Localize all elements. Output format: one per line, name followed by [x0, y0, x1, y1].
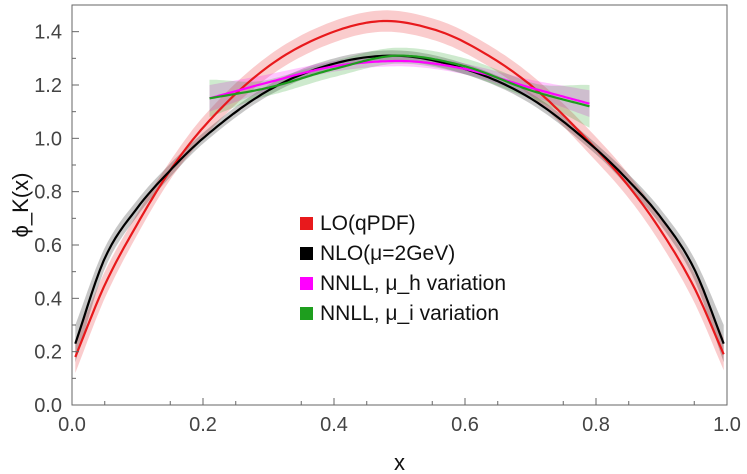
x-axis-title: x: [394, 450, 405, 474]
x-axis: 0.0 0.2 0.4 0.6 0.8 1.0: [58, 398, 741, 436]
y-axis: 0.0 0.2 0.4 0.6 0.8 1.0 1.2 1.4: [34, 4, 79, 417]
y-tick-label: 0.2: [34, 342, 62, 364]
legend-label: NNLL, μ_h variation: [320, 272, 506, 295]
x-tick-label: 0.4: [320, 414, 348, 436]
legend-swatch: [300, 217, 313, 230]
series-lines: [74, 19, 725, 358]
line-nnll-h-variation: [209, 59, 590, 105]
line-lo-qpdf: [74, 19, 725, 358]
y-tick-label: 1.0: [34, 128, 62, 150]
band-nnll-h-variation: [209, 55, 590, 117]
x-tick-label: 0.8: [582, 414, 610, 436]
y-tick-label: 0.0: [34, 395, 62, 417]
y-tick-label: 0.4: [34, 288, 62, 310]
plot-frame: [71, 4, 728, 406]
legend-label: LO(qPDF): [320, 212, 416, 235]
y-tick-label: 1.2: [34, 75, 62, 97]
legend-swatch: [300, 277, 313, 290]
x-tick-label: 0.0: [58, 414, 86, 436]
y-tick-label: 1.4: [34, 22, 62, 44]
y-axis-title: ϕ_K(x): [8, 173, 33, 238]
legend-swatch: [300, 247, 313, 260]
y-tick-label: 0.6: [34, 235, 62, 257]
legend-swatch: [300, 307, 313, 320]
legend: LO(qPDF) NLO(μ=2GeV) NNLL, μ_h variation NN…: [300, 212, 506, 325]
band-lo-qpdf: [75, 10, 724, 374]
legend-label: NLO(μ=2GeV): [320, 242, 455, 265]
x-tick-label: 0.6: [451, 414, 479, 436]
line-nnll-i-variation: [209, 54, 590, 108]
x-tick-label: 1.0: [713, 414, 741, 436]
y-tick-label: 0.8: [34, 182, 62, 204]
x-tick-label: 0.2: [189, 414, 217, 436]
legend-label: NNLL, μ_i variation: [320, 302, 499, 325]
